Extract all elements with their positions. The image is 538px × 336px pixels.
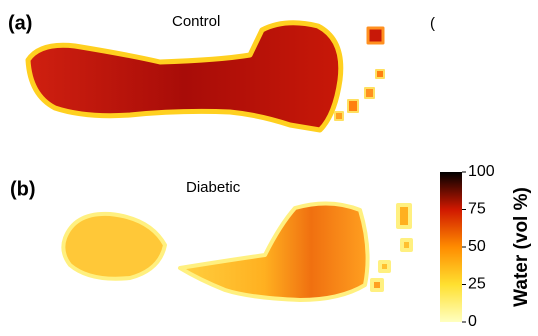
panel-title: Diabetic <box>186 179 241 196</box>
figure: (a) Control ( (b) Diabetic Water (vol %)… <box>0 0 538 336</box>
cut-text: ( <box>430 15 435 32</box>
colorbar-tick-label: 100 <box>468 163 495 180</box>
colorbar-tick-label: 75 <box>468 201 486 218</box>
control-foot <box>28 23 384 130</box>
panel-label: (b) <box>10 178 36 200</box>
colorbar <box>440 172 462 322</box>
diabetic-foot <box>63 203 411 300</box>
colorbar-tick-label: 50 <box>468 238 486 255</box>
panel-title: Control <box>172 13 220 30</box>
panel-label: (a) <box>8 12 32 34</box>
colorbar-tick-label: 25 <box>468 276 486 293</box>
colorbar-label: Water (vol %) <box>511 187 532 307</box>
colorbar-tick-label: 0 <box>468 313 477 330</box>
